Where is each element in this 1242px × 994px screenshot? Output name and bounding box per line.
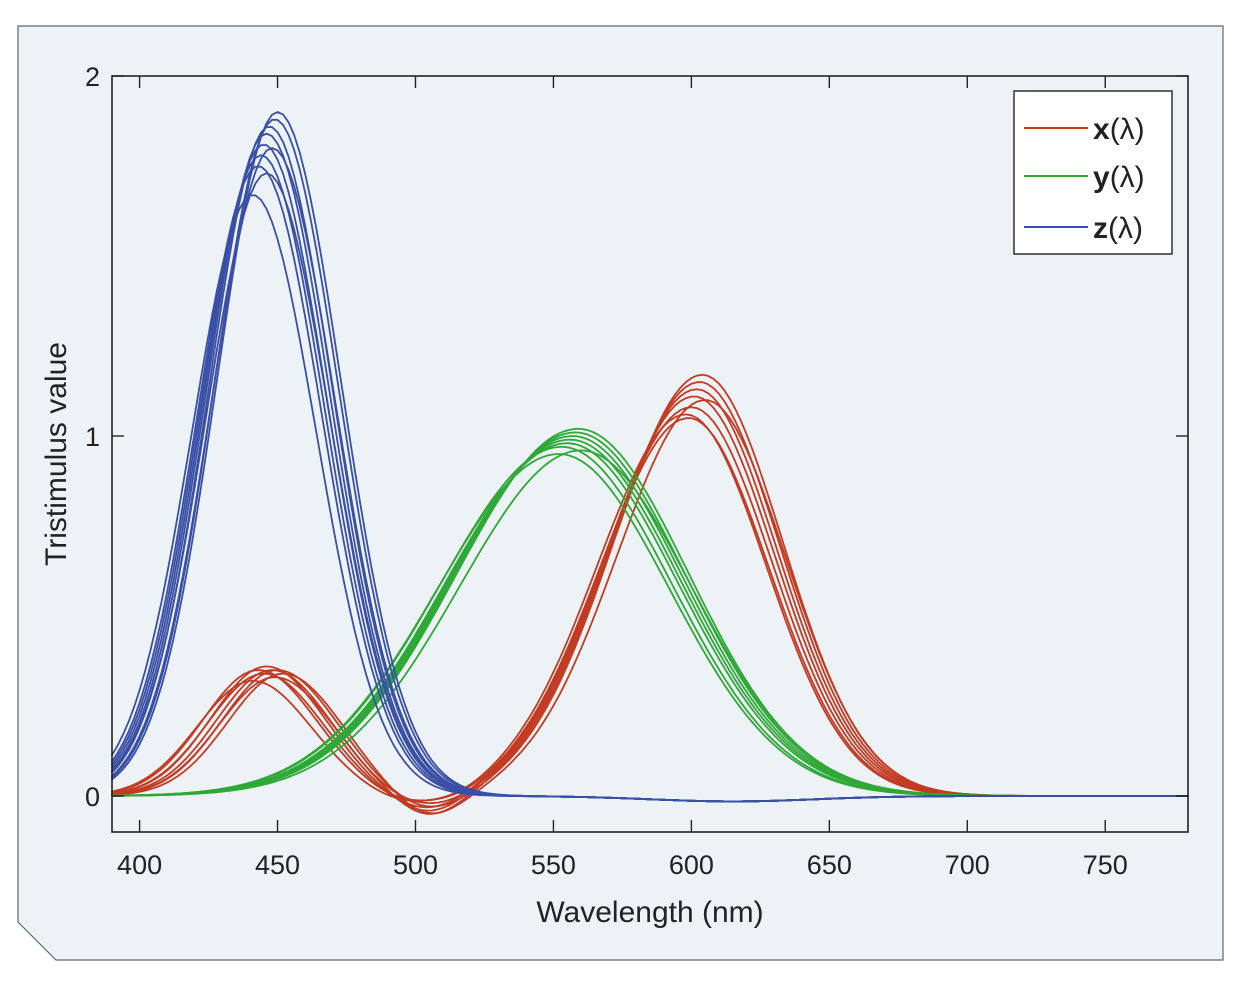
x-tick-label: 750 — [1083, 850, 1128, 880]
x-tick-label: 450 — [255, 850, 300, 880]
x-tick-label: 400 — [117, 850, 162, 880]
x-axis-title: Wavelength (nm) — [536, 896, 763, 929]
series-z-line-10 — [111, 172, 1189, 803]
y-axis-title: Tristimulus value — [40, 342, 73, 566]
y-tick-label: 0 — [85, 782, 100, 812]
x-tick-label: 650 — [807, 850, 852, 880]
legend-text-z: z(λ) — [1093, 212, 1143, 245]
legend-text-y: y(λ) — [1093, 161, 1145, 194]
x-tick-label: 600 — [669, 850, 714, 880]
y-tick-label: 1 — [85, 422, 100, 452]
legend: x(λ) y(λ) z(λ) — [1013, 90, 1173, 255]
curves-layer — [111, 111, 1189, 815]
x-tick-label: 500 — [393, 850, 438, 880]
x-tick-label: 700 — [945, 850, 990, 880]
y-tick-label: 2 — [85, 62, 100, 92]
legend-text-x: x(λ) — [1093, 113, 1145, 146]
ticks-layer: 400 450 500 550 600 650 700 750 0 1 2 — [85, 62, 1188, 880]
axes-box — [111, 75, 1189, 833]
x-tick-label: 550 — [531, 850, 576, 880]
